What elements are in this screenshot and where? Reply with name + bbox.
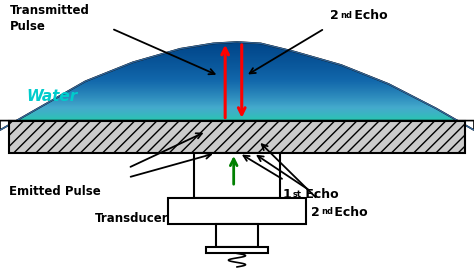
- Polygon shape: [0, 73, 474, 75]
- Polygon shape: [0, 87, 474, 88]
- Bar: [206, 247, 268, 253]
- Bar: [9, 121, 465, 153]
- Polygon shape: [0, 81, 474, 82]
- Bar: [216, 224, 258, 247]
- Polygon shape: [0, 119, 474, 120]
- Polygon shape: [0, 114, 474, 115]
- Text: $\mathbf{1}$: $\mathbf{1}$: [282, 188, 292, 201]
- Polygon shape: [0, 44, 474, 45]
- Polygon shape: [0, 51, 474, 52]
- Polygon shape: [0, 91, 474, 92]
- Polygon shape: [0, 78, 474, 79]
- Polygon shape: [0, 92, 474, 93]
- Polygon shape: [0, 43, 474, 44]
- Polygon shape: [0, 45, 474, 46]
- Polygon shape: [0, 50, 474, 51]
- Polygon shape: [0, 82, 474, 83]
- Polygon shape: [0, 49, 474, 50]
- Text: Transmitted
Pulse: Transmitted Pulse: [9, 4, 90, 33]
- Polygon shape: [0, 90, 474, 91]
- Polygon shape: [0, 107, 474, 108]
- Text: st: st: [292, 190, 301, 199]
- Polygon shape: [0, 63, 474, 64]
- Polygon shape: [0, 112, 474, 113]
- Polygon shape: [0, 120, 474, 121]
- Polygon shape: [0, 89, 474, 90]
- Polygon shape: [0, 64, 474, 66]
- Polygon shape: [0, 52, 474, 53]
- Polygon shape: [0, 96, 474, 97]
- Polygon shape: [0, 116, 474, 117]
- Polygon shape: [0, 104, 474, 105]
- Polygon shape: [0, 61, 474, 62]
- Polygon shape: [0, 113, 474, 114]
- Polygon shape: [0, 48, 474, 49]
- Polygon shape: [0, 79, 474, 80]
- Bar: [168, 198, 306, 224]
- Polygon shape: [0, 66, 474, 67]
- Polygon shape: [0, 80, 474, 81]
- Polygon shape: [0, 118, 474, 119]
- Text: Echo: Echo: [301, 188, 339, 201]
- Polygon shape: [0, 55, 474, 56]
- Polygon shape: [0, 97, 474, 98]
- Polygon shape: [0, 105, 474, 106]
- Text: Emitted Pulse: Emitted Pulse: [9, 185, 101, 198]
- Text: Transducer: Transducer: [95, 212, 168, 225]
- Polygon shape: [0, 58, 474, 59]
- Polygon shape: [0, 109, 474, 110]
- Polygon shape: [0, 102, 474, 103]
- Polygon shape: [0, 115, 474, 116]
- Polygon shape: [0, 101, 474, 102]
- Text: nd: nd: [340, 11, 352, 20]
- Polygon shape: [0, 59, 474, 60]
- Text: $\mathbf{2}$: $\mathbf{2}$: [329, 9, 339, 22]
- Polygon shape: [0, 106, 474, 107]
- Polygon shape: [0, 86, 474, 87]
- Polygon shape: [0, 67, 474, 69]
- Polygon shape: [0, 60, 474, 61]
- Polygon shape: [0, 88, 474, 89]
- Polygon shape: [0, 47, 474, 48]
- Polygon shape: [0, 62, 474, 63]
- Polygon shape: [0, 111, 474, 112]
- Text: Echo: Echo: [350, 9, 387, 22]
- Polygon shape: [0, 70, 474, 72]
- Polygon shape: [0, 100, 474, 101]
- Polygon shape: [0, 54, 474, 55]
- Polygon shape: [0, 103, 474, 104]
- Polygon shape: [0, 99, 474, 100]
- Polygon shape: [0, 57, 474, 58]
- Polygon shape: [0, 69, 474, 70]
- Polygon shape: [0, 98, 474, 99]
- Polygon shape: [0, 83, 474, 84]
- Text: nd: nd: [321, 207, 333, 216]
- Polygon shape: [0, 95, 474, 96]
- Text: Water: Water: [26, 89, 77, 104]
- Polygon shape: [0, 56, 474, 57]
- Polygon shape: [0, 108, 474, 109]
- Polygon shape: [0, 42, 474, 43]
- Polygon shape: [0, 110, 474, 111]
- Polygon shape: [0, 94, 474, 95]
- Text: $\mathbf{2}$: $\mathbf{2}$: [310, 206, 320, 219]
- Polygon shape: [0, 53, 474, 54]
- Polygon shape: [0, 46, 474, 47]
- Polygon shape: [0, 76, 474, 78]
- Polygon shape: [0, 93, 474, 94]
- Polygon shape: [0, 72, 474, 73]
- Polygon shape: [0, 117, 474, 118]
- Text: Echo: Echo: [330, 206, 368, 219]
- Polygon shape: [0, 85, 474, 86]
- Polygon shape: [0, 75, 474, 76]
- Bar: [194, 153, 280, 198]
- Polygon shape: [0, 84, 474, 85]
